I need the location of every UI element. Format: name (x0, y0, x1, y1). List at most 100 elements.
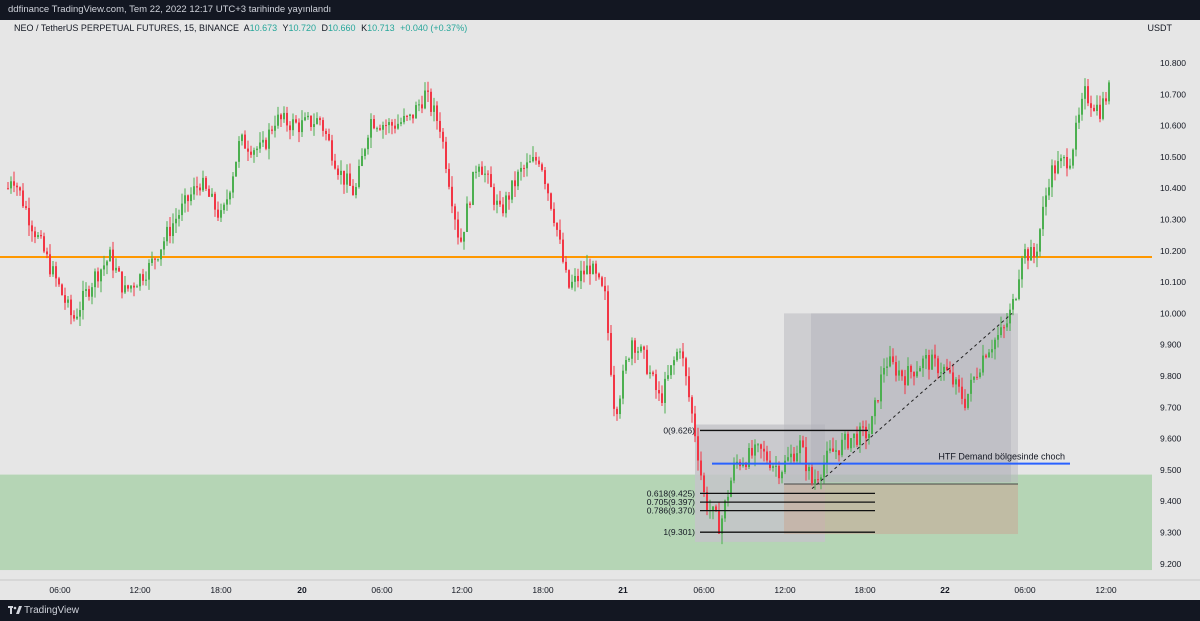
price-tick-label: 9.800 (1160, 371, 1182, 381)
candle-body (910, 366, 912, 372)
candle-body (79, 310, 81, 317)
candle-body (52, 266, 54, 275)
price-tick-label: 10.600 (1160, 121, 1186, 131)
candle-body (265, 139, 267, 149)
candle-body (109, 249, 111, 262)
candle-body (1096, 104, 1098, 111)
fib-level-label: 1(9.301) (663, 527, 695, 537)
candle-body (229, 192, 231, 200)
candle-body (574, 275, 576, 282)
candle-body (604, 285, 606, 292)
candle-body (703, 475, 705, 493)
candle-body (715, 506, 717, 511)
candle-body (1045, 195, 1047, 207)
candle-body (763, 448, 765, 452)
candle-body (334, 160, 336, 169)
low-value: 10.660 (328, 23, 356, 33)
candle-body (367, 137, 369, 150)
candle-body (466, 203, 468, 232)
candle-body (949, 369, 951, 373)
candle-body (823, 464, 825, 478)
candle-body (307, 115, 309, 118)
candle-body (919, 368, 921, 372)
candle-body (43, 236, 45, 252)
candle-body (460, 237, 462, 242)
candle-body (262, 139, 264, 143)
candle-body (85, 289, 87, 291)
candle-body (856, 433, 858, 445)
candle-body (1048, 187, 1050, 196)
candle-body (190, 194, 192, 202)
candle-body (145, 279, 147, 281)
candle-body (1102, 98, 1104, 119)
price-axis (1152, 20, 1200, 580)
candle-body (559, 229, 561, 240)
candle-body (868, 434, 870, 439)
candle-body (952, 372, 954, 385)
candle-body (385, 125, 387, 127)
candle-body (433, 105, 435, 112)
candle-body (904, 376, 906, 386)
candle-body (928, 355, 930, 370)
candle-body (202, 177, 204, 191)
candle-body (1087, 86, 1089, 104)
chart-area[interactable]: 0(9.626) 0.618(9.425) 0.705(9.397) 0.786(9.… (0, 20, 1200, 600)
candle-body (598, 273, 600, 278)
candle-body (679, 351, 681, 353)
fib-level-label: 0.618(9.425) (647, 488, 695, 498)
candle-body (139, 274, 141, 287)
candle-body (391, 122, 393, 126)
candle-body (349, 173, 351, 186)
candle-body (58, 278, 60, 285)
candle-body (292, 119, 294, 131)
candle-body (235, 161, 237, 177)
candle-body (814, 479, 816, 484)
candle-body (457, 219, 459, 238)
candle-body (373, 119, 375, 129)
candle-body (883, 367, 885, 375)
candle-body (724, 500, 726, 519)
price-tick-label: 10.000 (1160, 308, 1186, 318)
time-tick-label: 18:00 (854, 585, 876, 595)
candle-body (400, 122, 402, 124)
candle-body (502, 204, 504, 214)
price-tick-label: 9.200 (1160, 559, 1182, 569)
candle-body (946, 366, 948, 370)
candlestick-chart[interactable]: 0(9.626) 0.618(9.425)0.705(9.397)0.786(9.… (0, 20, 1200, 600)
candle-body (205, 177, 207, 189)
candle-body (973, 376, 975, 380)
candle-body (361, 155, 363, 166)
candle-body (862, 426, 864, 428)
candle-body (160, 249, 162, 260)
candle-body (628, 358, 630, 361)
time-tick-label: 06:00 (371, 585, 393, 595)
change-value: +0.040 (+0.37%) (400, 23, 468, 33)
candle-body (1093, 107, 1095, 111)
candle-body (817, 479, 819, 481)
candle-body (625, 360, 627, 371)
time-tick-label: 06:00 (693, 585, 715, 595)
candle-body (376, 128, 378, 130)
time-tick-label: 20 (297, 585, 307, 595)
candle-body (691, 397, 693, 414)
candle-body (124, 285, 126, 293)
candle-body (1063, 157, 1065, 159)
candle-body (406, 115, 408, 117)
time-tick-label: 12:00 (1095, 585, 1117, 595)
candle-body (634, 340, 636, 353)
candle-body (148, 262, 150, 280)
candle-body (982, 355, 984, 373)
candle-body (1069, 165, 1071, 169)
candle-body (1051, 165, 1053, 188)
candle-body (940, 372, 942, 374)
candle-body (1078, 114, 1080, 123)
candle-body (712, 506, 714, 511)
candle-body (1108, 82, 1110, 102)
price-tick-label: 9.300 (1160, 528, 1182, 538)
candle-body (70, 299, 72, 316)
candle-body (943, 366, 945, 373)
candle-body (730, 480, 732, 497)
time-tick-label: 06:00 (49, 585, 71, 595)
candle-body (619, 398, 621, 415)
candle-body (94, 271, 96, 288)
